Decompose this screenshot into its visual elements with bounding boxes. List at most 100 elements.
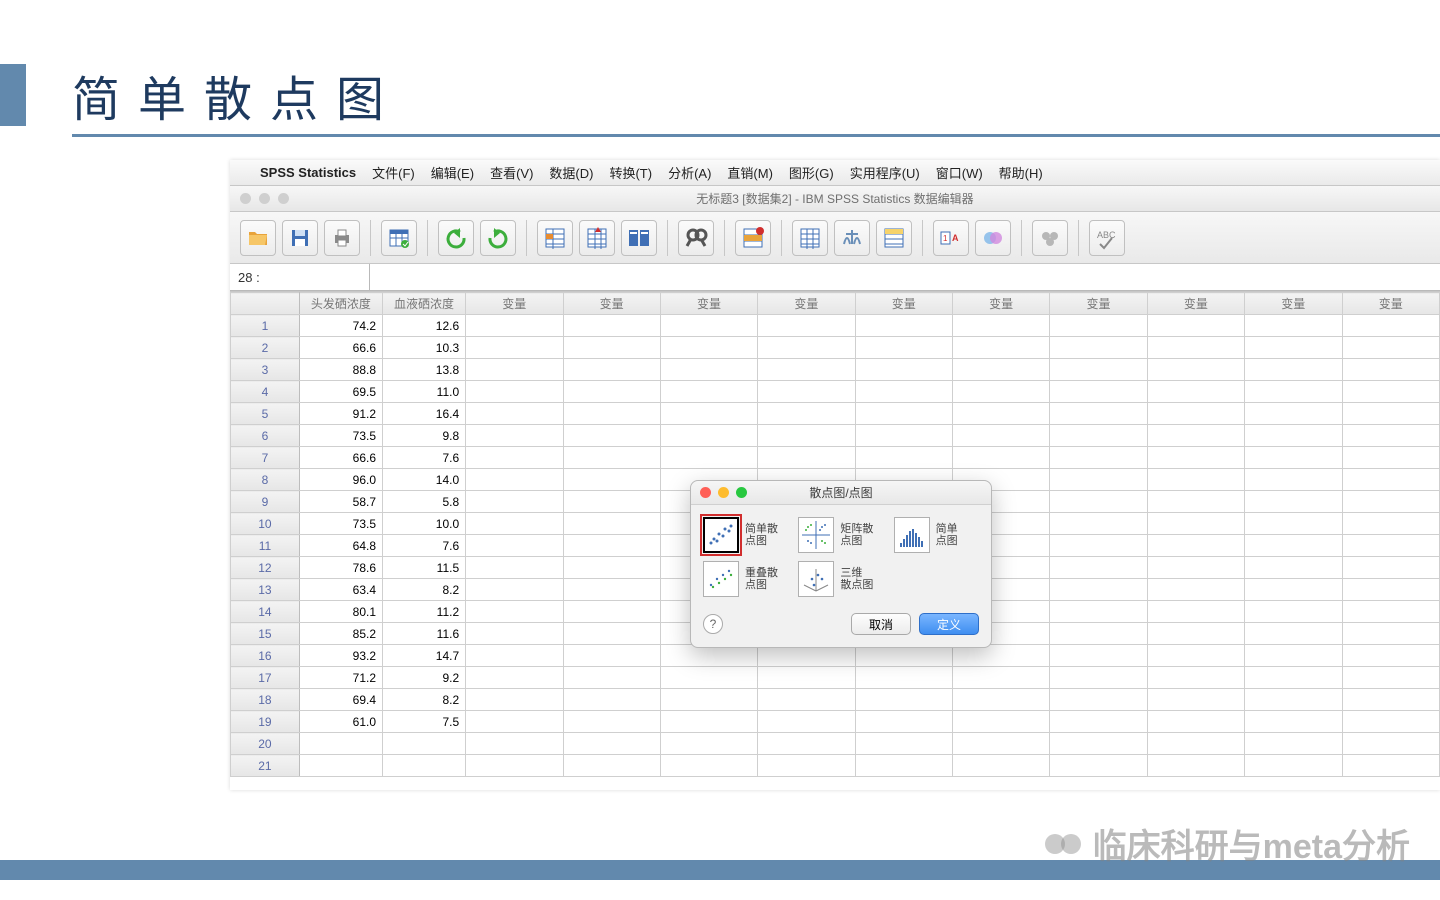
data-cell[interactable]: 61.0 — [299, 711, 382, 733]
empty-cell[interactable] — [758, 733, 855, 755]
column-header-placeholder[interactable]: 变量 — [953, 293, 1050, 315]
empty-cell[interactable] — [1147, 623, 1244, 645]
table-row[interactable]: 469.511.0 — [231, 381, 1440, 403]
empty-cell[interactable] — [1050, 623, 1147, 645]
empty-cell[interactable] — [660, 337, 757, 359]
data-cell[interactable]: 11.6 — [383, 623, 466, 645]
data-cell[interactable]: 66.6 — [299, 447, 382, 469]
empty-cell[interactable] — [466, 535, 563, 557]
table-row[interactable]: 766.67.6 — [231, 447, 1440, 469]
empty-cell[interactable] — [660, 381, 757, 403]
variables-icon[interactable] — [621, 220, 657, 256]
empty-cell[interactable] — [660, 403, 757, 425]
row-number[interactable]: 19 — [231, 711, 300, 733]
empty-cell[interactable] — [855, 425, 952, 447]
empty-cell[interactable] — [466, 381, 563, 403]
empty-cell[interactable] — [1342, 491, 1440, 513]
data-cell[interactable]: 7.6 — [383, 535, 466, 557]
split-icon[interactable] — [792, 220, 828, 256]
name-box[interactable]: 28 : — [230, 264, 370, 291]
empty-cell[interactable] — [466, 403, 563, 425]
data-cell[interactable]: 11.5 — [383, 557, 466, 579]
empty-cell[interactable] — [855, 403, 952, 425]
data-cell[interactable]: 11.2 — [383, 601, 466, 623]
empty-cell[interactable] — [1050, 447, 1147, 469]
empty-cell[interactable] — [466, 579, 563, 601]
select-icon[interactable] — [876, 220, 912, 256]
empty-cell[interactable] — [1245, 315, 1342, 337]
row-number[interactable]: 13 — [231, 579, 300, 601]
empty-cell[interactable] — [563, 535, 660, 557]
row-number[interactable]: 10 — [231, 513, 300, 535]
row-number[interactable]: 11 — [231, 535, 300, 557]
data-cell[interactable]: 71.2 — [299, 667, 382, 689]
empty-cell[interactable] — [1342, 337, 1440, 359]
empty-cell[interactable] — [855, 755, 952, 777]
empty-cell[interactable] — [953, 403, 1050, 425]
help-button[interactable]: ? — [703, 614, 723, 634]
empty-cell[interactable] — [855, 359, 952, 381]
empty-cell[interactable] — [758, 315, 855, 337]
empty-cell[interactable] — [953, 381, 1050, 403]
empty-cell[interactable] — [1050, 755, 1147, 777]
empty-cell[interactable] — [466, 337, 563, 359]
use-sets-icon[interactable] — [975, 220, 1011, 256]
empty-cell[interactable] — [1147, 491, 1244, 513]
table-row[interactable]: 1961.07.5 — [231, 711, 1440, 733]
data-cell[interactable]: 69.4 — [299, 689, 382, 711]
empty-cell[interactable] — [1245, 469, 1342, 491]
chart-option-matrix[interactable]: 矩阵散点图 — [798, 517, 883, 553]
empty-cell[interactable] — [1342, 535, 1440, 557]
data-cell[interactable]: 73.5 — [299, 513, 382, 535]
empty-cell[interactable] — [1245, 447, 1342, 469]
empty-cell[interactable] — [953, 711, 1050, 733]
chart-option-dot[interactable]: 简单点图 — [894, 517, 979, 553]
empty-cell[interactable] — [1342, 447, 1440, 469]
data-cell[interactable]: 16.4 — [383, 403, 466, 425]
empty-cell[interactable] — [1147, 513, 1244, 535]
column-header-placeholder[interactable]: 变量 — [758, 293, 855, 315]
menu-direct[interactable]: 直销(M) — [727, 163, 773, 182]
empty-cell[interactable] — [466, 315, 563, 337]
empty-cell[interactable] — [466, 645, 563, 667]
empty-cell[interactable] — [1342, 755, 1440, 777]
empty-cell[interactable] — [383, 755, 466, 777]
data-cell[interactable]: 74.2 — [299, 315, 382, 337]
empty-cell[interactable] — [1147, 425, 1244, 447]
row-number[interactable]: 15 — [231, 623, 300, 645]
empty-cell[interactable] — [466, 623, 563, 645]
empty-cell[interactable] — [466, 733, 563, 755]
empty-cell[interactable] — [1342, 513, 1440, 535]
app-menu[interactable]: SPSS Statistics — [260, 165, 356, 180]
empty-cell[interactable] — [1147, 711, 1244, 733]
data-cell[interactable]: 88.8 — [299, 359, 382, 381]
empty-cell[interactable] — [855, 337, 952, 359]
empty-cell[interactable] — [1147, 403, 1244, 425]
empty-cell[interactable] — [1342, 315, 1440, 337]
empty-cell[interactable] — [563, 447, 660, 469]
empty-cell[interactable] — [466, 601, 563, 623]
empty-cell[interactable] — [299, 733, 382, 755]
empty-cell[interactable] — [1342, 557, 1440, 579]
empty-cell[interactable] — [563, 579, 660, 601]
empty-cell[interactable] — [1147, 447, 1244, 469]
table-row[interactable]: 591.216.4 — [231, 403, 1440, 425]
dialog-titlebar[interactable]: 散点图/点图 — [691, 481, 991, 505]
menu-data[interactable]: 数据(D) — [549, 163, 593, 182]
empty-cell[interactable] — [1050, 667, 1147, 689]
empty-cell[interactable] — [466, 689, 563, 711]
row-number[interactable]: 2 — [231, 337, 300, 359]
column-header-placeholder[interactable]: 变量 — [660, 293, 757, 315]
data-cell[interactable]: 7.6 — [383, 447, 466, 469]
empty-cell[interactable] — [1245, 733, 1342, 755]
empty-cell[interactable] — [758, 447, 855, 469]
chart-option-3d[interactable]: 三维散点图 — [798, 561, 883, 597]
weight-icon[interactable] — [834, 220, 870, 256]
empty-cell[interactable] — [1050, 337, 1147, 359]
empty-cell[interactable] — [1245, 667, 1342, 689]
data-cell[interactable]: 10.3 — [383, 337, 466, 359]
empty-cell[interactable] — [1050, 579, 1147, 601]
empty-cell[interactable] — [1342, 469, 1440, 491]
empty-cell[interactable] — [758, 381, 855, 403]
empty-cell[interactable] — [1147, 667, 1244, 689]
